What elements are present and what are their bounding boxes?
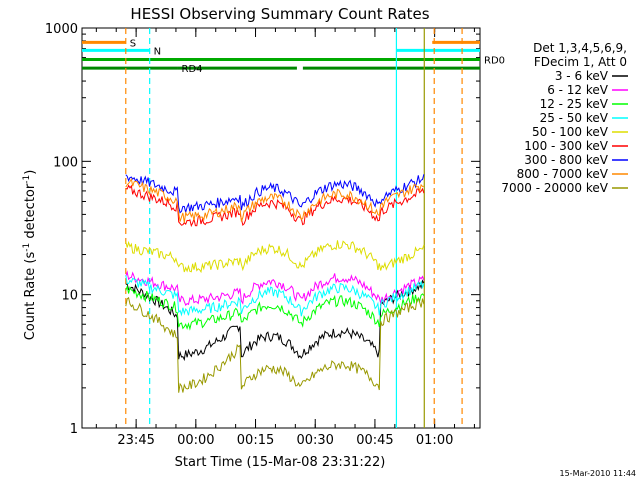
series-line (125, 296, 425, 393)
y-tick-label: 1000 (45, 22, 78, 37)
x-tick-label: 00:45 (356, 433, 393, 448)
flag-label: N (154, 46, 161, 57)
series-line (125, 279, 425, 362)
x-tick-label: 00:00 (177, 433, 214, 448)
legend-entry-label: 7000 - 20000 keV (501, 181, 608, 195)
legend: Det 1,3,4,5,6,9,FDecim 1, Att 03 - 6 keV… (501, 41, 628, 195)
y-axis-label-sup2: -1 (22, 175, 32, 184)
y-tick-label: 10 (61, 289, 78, 304)
legend-entry-label: 800 - 7000 keV (517, 167, 609, 181)
x-axis-label: Start Time (15-Mar-08 23:31:22) (175, 455, 386, 470)
legend-entry-label: 3 - 6 keV (555, 69, 609, 83)
legend-entry-label: 12 - 25 keV (540, 97, 609, 111)
legend-header: FDecim 1, Att 0 (534, 55, 627, 69)
y-axis-label-sup1: -1 (22, 243, 32, 252)
x-tick-label: 00:15 (237, 433, 274, 448)
legend-entry-label: 100 - 300 keV (524, 139, 608, 153)
chart-title: HESSI Observing Summary Count Rates (130, 5, 429, 23)
y-axis-label: Count Rate (s-1 detector-1) (22, 170, 38, 341)
legend-header: Det 1,3,4,5,6,9, (533, 41, 627, 55)
x-tick-label: 01:00 (416, 433, 453, 448)
legend-entry-label: 300 - 800 keV (524, 153, 608, 167)
series-line (125, 284, 425, 331)
series-line (125, 177, 424, 223)
y-axis-label-mid: detector (23, 183, 38, 243)
y-tick-label: 1 (70, 422, 78, 437)
series-line (125, 275, 425, 317)
y-axis-label-main: Count Rate (s (23, 252, 38, 341)
y-axis-label-end: ) (23, 170, 38, 175)
flag-label: RD0 (484, 56, 505, 67)
flag-label: S (130, 38, 136, 49)
footer-date: 15-Mar-2010 11:44 (560, 469, 637, 478)
x-tick-label: 23:45 (117, 433, 154, 448)
series-line (125, 184, 425, 228)
plot-frame (81, 27, 481, 429)
series-line (125, 270, 425, 307)
flag-label: RD4 (182, 64, 203, 75)
y-tick-label: 100 (53, 155, 78, 170)
series-line (125, 174, 425, 214)
series-line (125, 240, 425, 274)
legend-entry-label: 25 - 50 keV (540, 111, 609, 125)
plot-area: 1000 100 10 1 23:45 00:00 00:15 00:30 00:45 01:00… (45, 22, 505, 448)
x-tick-label: 00:30 (296, 433, 333, 448)
legend-entry-label: 6 - 12 keV (547, 83, 609, 97)
legend-entry-label: 50 - 100 keV (532, 125, 609, 139)
